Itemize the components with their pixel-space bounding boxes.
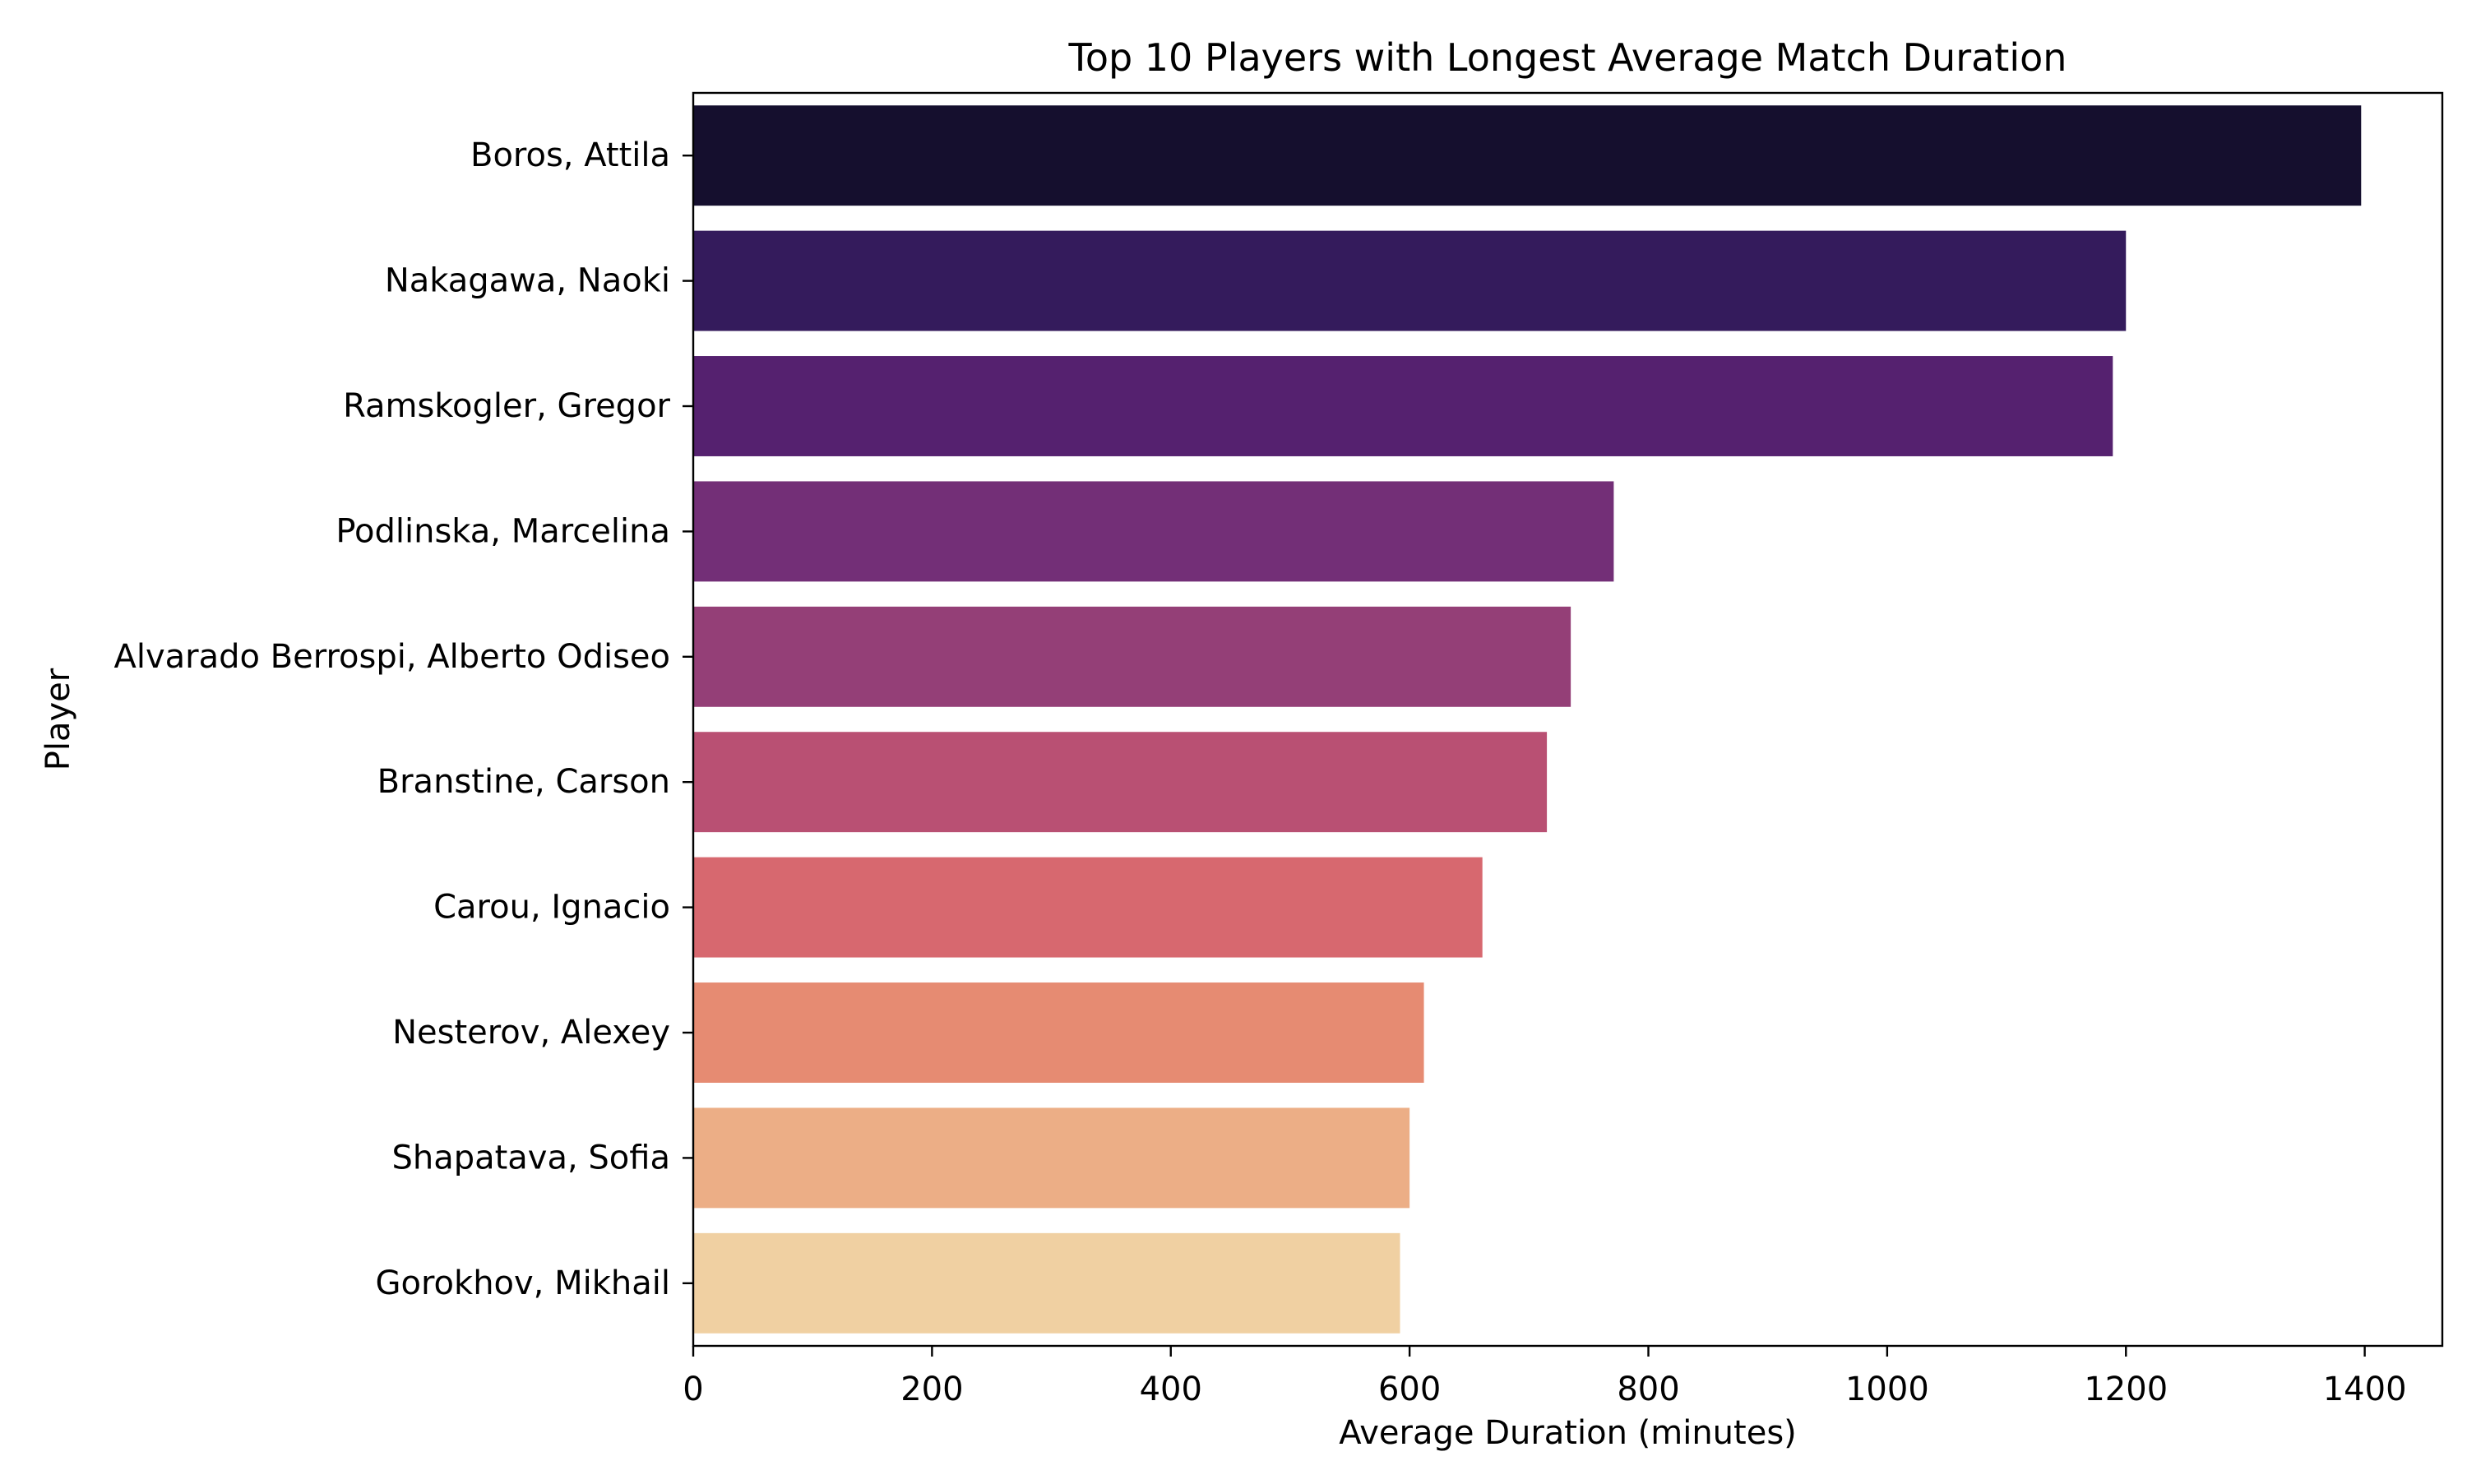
axes bbox=[692, 91, 2444, 1348]
x-axis-label: Average Duration (minutes) bbox=[1339, 1414, 1797, 1452]
chart-title: Top 10 Players with Longest Average Matc… bbox=[1068, 35, 2067, 80]
y-tick-label: Boros, Attila bbox=[470, 136, 670, 174]
x-axis-ticks: 0 200 400 600 800 1000 1200 1400 bbox=[683, 1346, 2407, 1408]
x-tick-label: 0 bbox=[683, 1371, 703, 1408]
bar bbox=[693, 1232, 1400, 1334]
bars bbox=[693, 105, 2362, 1334]
x-tick-label: 400 bbox=[1140, 1371, 1202, 1408]
y-tick-label: Branstine, Carson bbox=[377, 763, 670, 801]
x-tick-label: 1400 bbox=[2323, 1371, 2407, 1408]
y-tick-label: Alvarado Berrospi, Alberto Odiseo bbox=[113, 638, 670, 676]
bar bbox=[693, 1107, 1410, 1209]
x-tick-label: 1200 bbox=[2084, 1371, 2168, 1408]
y-tick-label: Nesterov, Alexey bbox=[392, 1014, 670, 1052]
x-tick-label: 200 bbox=[900, 1371, 963, 1408]
y-axis-label: Player bbox=[39, 668, 77, 770]
bar bbox=[693, 356, 2113, 456]
bar bbox=[693, 982, 1424, 1083]
bar bbox=[693, 230, 2127, 331]
bar bbox=[693, 105, 2362, 206]
x-tick-label: 1000 bbox=[1845, 1371, 1929, 1408]
y-tick-label: Gorokhov, Mikhail bbox=[376, 1264, 670, 1302]
y-tick-label: Podlinska, Marcelina bbox=[336, 512, 670, 550]
y-tick-label: Carou, Ignacio bbox=[433, 889, 670, 927]
bar bbox=[693, 606, 1571, 707]
x-tick-label: 600 bbox=[1378, 1371, 1441, 1408]
y-axis-ticks: Boros, Attila Nakagawa, Naoki Ramskogler, … bbox=[113, 136, 693, 1302]
bar bbox=[693, 857, 1483, 958]
plot-frame bbox=[692, 91, 2444, 1348]
y-tick-label: Shapatava, Sofia bbox=[391, 1139, 670, 1177]
y-tick-label: Nakagawa, Naoki bbox=[385, 262, 670, 300]
bar bbox=[693, 481, 1614, 582]
y-tick-label: Ramskogler, Gregor bbox=[343, 387, 670, 425]
bar bbox=[693, 732, 1548, 833]
x-tick-label: 800 bbox=[1617, 1371, 1679, 1408]
